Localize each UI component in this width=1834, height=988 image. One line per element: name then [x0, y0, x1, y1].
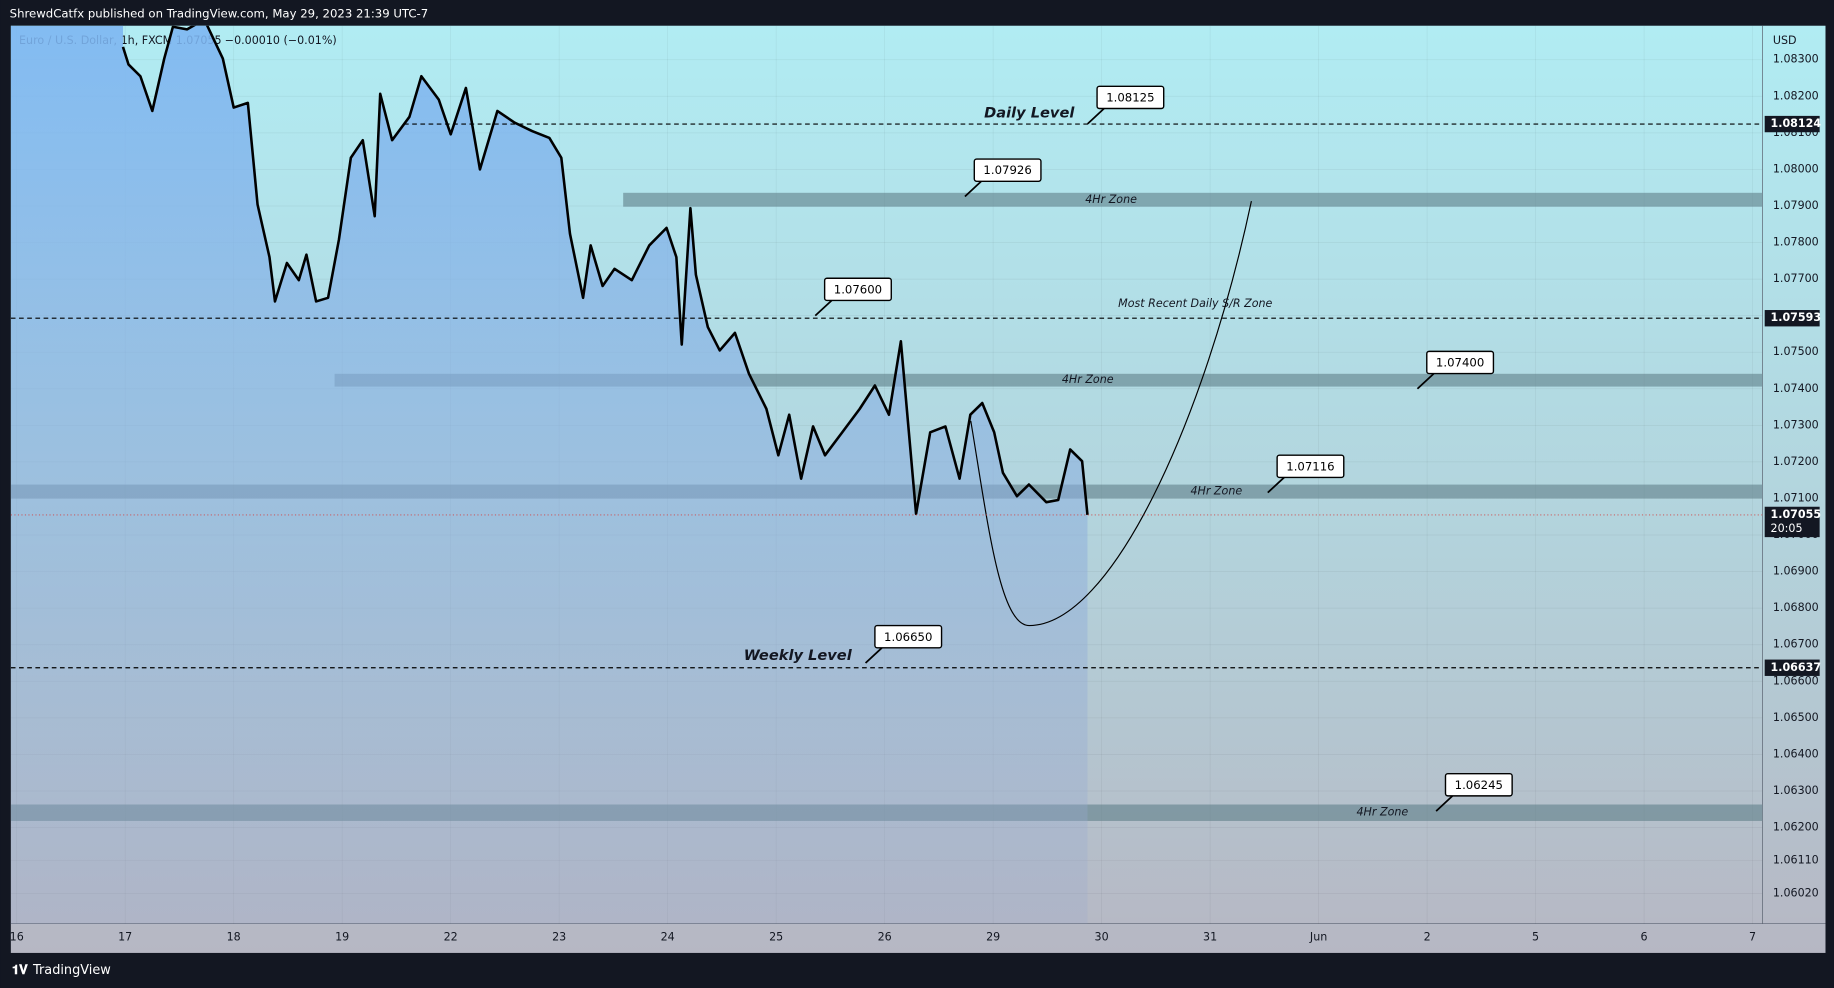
- currency: USD: [1773, 34, 1797, 47]
- area: [10, 25, 1088, 924]
- x-tick-label: 18: [227, 931, 241, 944]
- y-tick-label: 1.07200: [1773, 455, 1819, 468]
- footer: TradingView: [32, 963, 111, 978]
- zone-label: 4Hr Zone: [1190, 485, 1242, 498]
- callout-pointer: [1087, 107, 1105, 125]
- callout-box: [1276, 454, 1345, 479]
- projection: [970, 200, 1252, 627]
- callout-pointer: [1435, 795, 1454, 812]
- callout-label: 1.07116: [1286, 459, 1334, 473]
- zone-label: 4Hr Zone: [1356, 806, 1408, 819]
- callout-pointer: [814, 299, 833, 317]
- callout-label: 1.06245: [1455, 778, 1503, 792]
- level-price: 1.08124: [1771, 117, 1822, 130]
- last-price: 1.07055: [1771, 508, 1822, 521]
- x-tick-label: Jun: [1309, 931, 1327, 944]
- level-name: Most Recent Daily S/R Zone: [1118, 297, 1272, 310]
- x-tick-label: 31: [1203, 931, 1217, 944]
- callout-label: 1.07400: [1436, 356, 1484, 370]
- zone-label: 4Hr Zone: [1085, 193, 1137, 206]
- y-tick-label: 1.06700: [1773, 638, 1819, 651]
- x-tick-label: 26: [878, 931, 892, 944]
- y-tick-label: 1.07500: [1773, 345, 1819, 358]
- x-tick-label: 5: [1532, 931, 1539, 944]
- x-tick-label: 22: [444, 931, 458, 944]
- last-time: 20:05: [1771, 522, 1803, 535]
- callout-box: [823, 277, 892, 302]
- callout-label: 1.08125: [1106, 90, 1154, 104]
- x-tick-label: 6: [1641, 931, 1648, 944]
- price-line: [121, 25, 1089, 516]
- callout-pointer: [1267, 476, 1285, 494]
- y-tick-label: 1.06110: [1773, 853, 1819, 866]
- y-tick-label: 1.08000: [1773, 162, 1819, 175]
- y-tick-label: 1.08200: [1773, 89, 1819, 102]
- y-tick-label: 1.07900: [1773, 199, 1819, 212]
- y-tick-label: 1.06800: [1773, 601, 1819, 614]
- callout-label: 1.06650: [884, 630, 932, 644]
- callout-pointer: [964, 180, 982, 198]
- overlay: 1.083001.082001.081001.080001.079001.078…: [10, 53, 1822, 944]
- callout-label: 1.07926: [983, 163, 1031, 177]
- callout-box: [1426, 350, 1495, 375]
- y-tick-label: 1.07400: [1773, 382, 1819, 395]
- x-tick-label: 30: [1095, 931, 1109, 944]
- x-tick-label: 25: [769, 931, 783, 944]
- x-tick-label: 29: [986, 931, 1000, 944]
- x-tick-label: 7: [1749, 931, 1756, 944]
- y-tick-label: 1.06900: [1773, 565, 1819, 578]
- level-price: 1.06637: [1771, 661, 1822, 674]
- callout-box: [973, 158, 1042, 182]
- x-tick-label: 23: [552, 931, 566, 944]
- x-tick-label: 19: [335, 931, 349, 944]
- y-tick-label: 1.06300: [1773, 784, 1819, 797]
- y-tick-label: 1.07100: [1773, 491, 1819, 504]
- x-tick-label: 24: [661, 931, 675, 944]
- y-tick-label: 1.07800: [1773, 236, 1819, 249]
- y-tick-label: 1.06020: [1773, 886, 1819, 899]
- legend-change: −0.00010 (−0.01%): [225, 34, 337, 47]
- y-tick-label: 1.07700: [1773, 272, 1819, 285]
- y-tick-label: 1.06200: [1773, 821, 1819, 834]
- level-price-box: [1764, 659, 1820, 676]
- last-price-box: [1764, 506, 1820, 538]
- plot: [10, 25, 1763, 924]
- header: ShrewdCatfx published on TradingView.com…: [10, 7, 429, 21]
- y-tick-label: 1.06600: [1773, 674, 1819, 687]
- level-price-box: [1764, 115, 1820, 133]
- zone-label: 4Hr Zone: [1062, 373, 1114, 386]
- y-tick-label: 1.06500: [1773, 711, 1819, 724]
- callout-box: [1444, 772, 1513, 797]
- y-tick-label: 1.08300: [1773, 53, 1819, 66]
- callout-pointer: [1416, 372, 1435, 390]
- level-price-box: [1764, 310, 1820, 327]
- x-tick-label: 17: [118, 931, 132, 944]
- level-name: Weekly Level: [744, 647, 853, 664]
- x-tick-label: 2: [1424, 931, 1431, 944]
- callout-pointer: [864, 647, 883, 664]
- callout-label: 1.07600: [834, 282, 882, 296]
- zone: [623, 192, 1763, 207]
- logo: 𝟏𝐕: [12, 963, 28, 978]
- level-name: Daily Level: [984, 105, 1075, 122]
- callout-box: [1096, 85, 1165, 110]
- callout-box: [874, 624, 943, 649]
- y-tick-label: 1.06400: [1773, 747, 1819, 760]
- x-tick-label: 16: [10, 931, 24, 944]
- y-tick-label: 1.07300: [1773, 418, 1819, 431]
- level-price: 1.07593: [1771, 311, 1822, 324]
